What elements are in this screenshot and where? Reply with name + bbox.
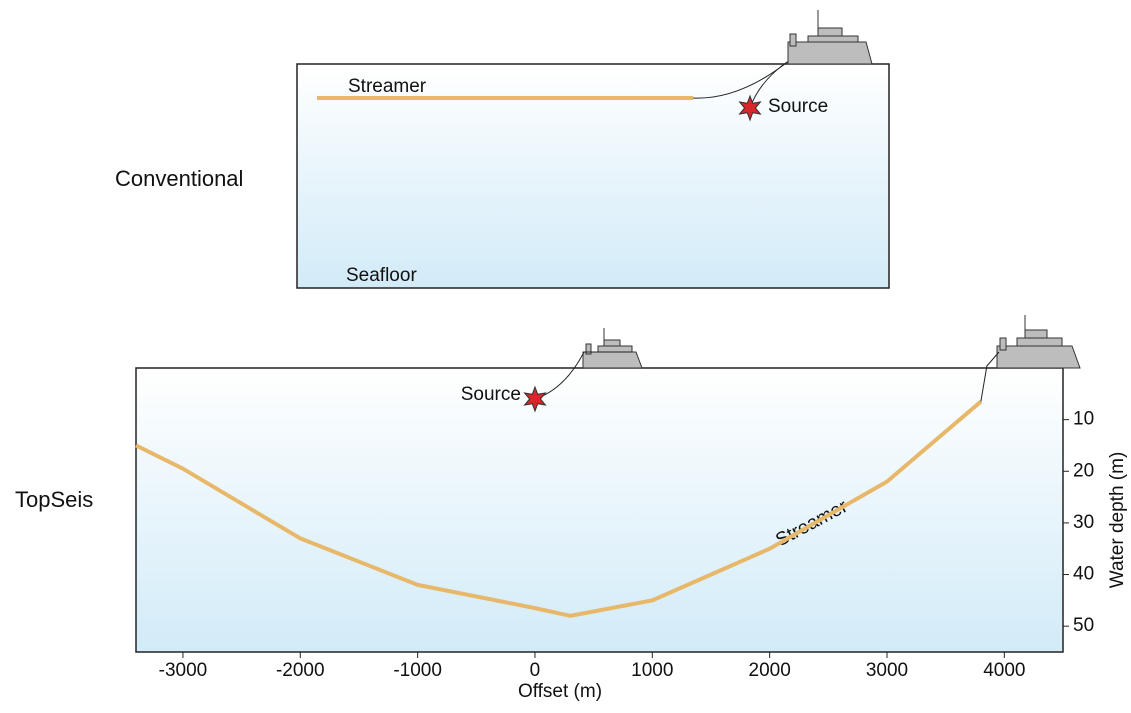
x-axis-label: Offset (m) [518,681,602,702]
ship [582,328,643,369]
x-tick-label: 1000 [631,660,673,681]
water-box [135,367,1064,653]
seafloor-label: Seafloor [346,265,417,286]
x-tick-label: -2000 [276,660,325,681]
x-tick-label: -1000 [393,660,442,681]
y-tick-label: 50 [1073,615,1094,636]
x-tick-label: 4000 [983,660,1025,681]
y-axis-label: Water depth (m) [1107,452,1128,589]
streamer-curve [135,400,983,618]
source-label: Source [461,384,521,405]
streamer-label: Streamer [348,76,427,97]
ship [996,315,1081,369]
x-tick-label: 2000 [749,660,791,681]
y-tick-label: 40 [1073,564,1094,585]
panel-label: TopSeis [15,487,93,512]
y-tick-label: 30 [1073,512,1094,533]
tow-line [980,351,1000,402]
y-tick-label: 20 [1073,460,1094,481]
water-box [296,63,890,289]
source-star [523,385,547,413]
x-tick-label: -3000 [159,660,208,681]
x-tick-label: 0 [530,660,541,681]
source-label: Source [768,96,828,117]
panel-label: Conventional [115,166,243,191]
x-tick-label: 3000 [866,660,908,681]
source-star [738,94,762,122]
y-tick-label: 10 [1073,409,1094,430]
ship [787,10,873,65]
